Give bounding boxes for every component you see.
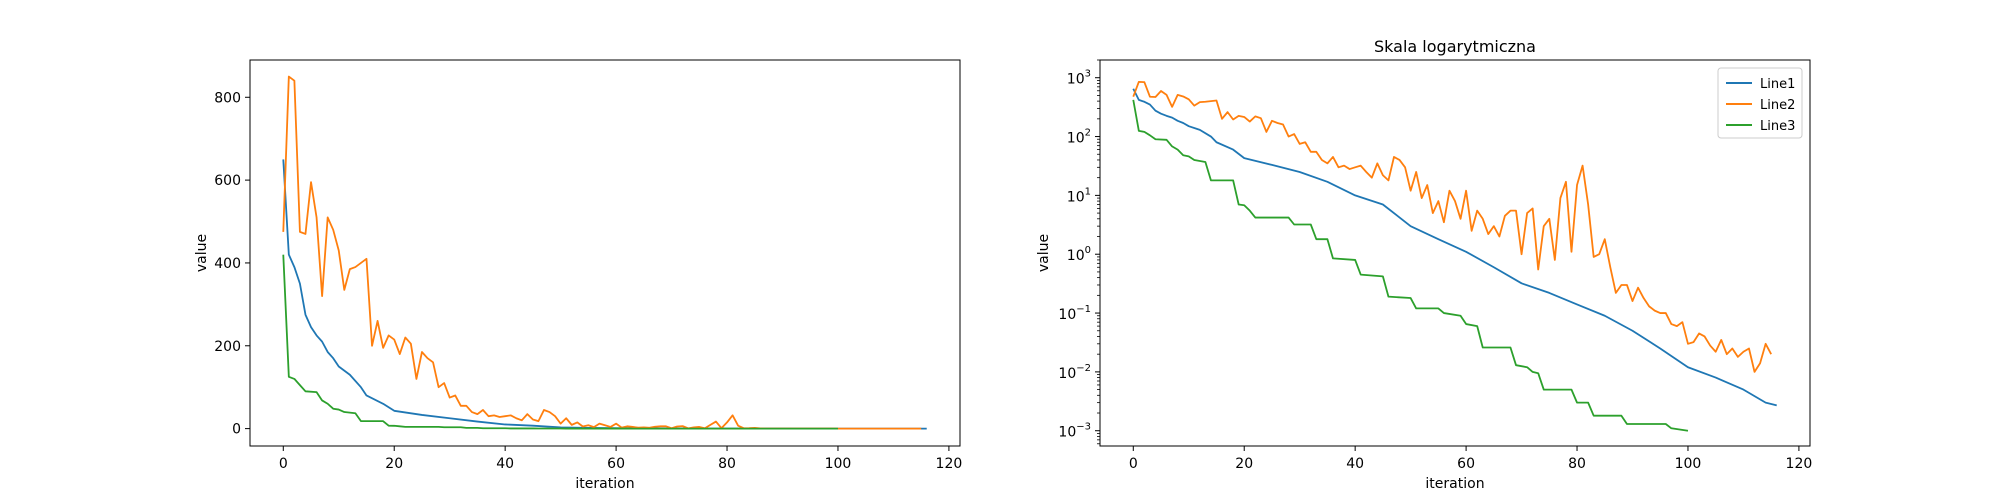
series-line-line3: [1132, 99, 1689, 432]
series-line-line2: [1132, 80, 1772, 373]
y-tick-label: 10−1: [1058, 304, 1091, 323]
x-tick-label: 80: [718, 456, 736, 472]
x-tick-label: 40: [496, 456, 514, 472]
y-tick-label: 10−3: [1058, 422, 1091, 441]
x-tick-label: 20: [1235, 456, 1253, 472]
legend-label-line1: Line1: [1760, 77, 1795, 92]
y-tick-label: 103: [1067, 69, 1091, 88]
y-tick-label: 101: [1067, 186, 1091, 205]
legend-frame: [1717, 67, 1803, 139]
y-tick-label: 0: [232, 422, 241, 438]
x-tick-label: 120: [1786, 456, 1813, 472]
x-tick-label: 100: [825, 456, 852, 472]
series-line-line3: [282, 254, 838, 430]
y-tick-label: 600: [214, 173, 241, 189]
y-tick-label: 100: [1067, 245, 1091, 264]
log-series-group: [1132, 80, 1777, 432]
x-tick-label: 40: [1346, 456, 1364, 472]
log-y-axis-label: value: [1036, 234, 1052, 272]
x-tick-label: 60: [1457, 456, 1475, 472]
log-x-axis-label: iteration: [1425, 476, 1484, 492]
linear-series-group: [282, 75, 927, 430]
linear-x-axis-label: iteration: [575, 476, 634, 492]
y-tick-label: 200: [214, 339, 241, 355]
log-chart-title: Skala logarytmiczna: [1374, 37, 1536, 56]
y-tick-label: 800: [214, 90, 241, 106]
x-tick-label: 120: [936, 456, 963, 472]
linear-axes-frame: [249, 59, 961, 447]
x-tick-label: 100: [1675, 456, 1702, 472]
log-axes-frame: [1099, 59, 1811, 447]
log-y-ticks: 10−3 10−2 10−1 100 101 102 103: [1058, 59, 1100, 445]
x-tick-label: 60: [607, 456, 625, 472]
y-tick-label: 10−2: [1058, 363, 1091, 382]
legend-label-line2: Line2: [1760, 98, 1795, 113]
x-tick-label: 0: [279, 456, 288, 472]
series-line-line1: [1132, 88, 1777, 407]
y-tick-label: 102: [1067, 128, 1091, 147]
linear-y-ticks: 0 200 400 600 800: [214, 90, 250, 438]
x-tick-label: 20: [385, 456, 403, 472]
x-tick-label: 0: [1129, 456, 1138, 472]
log-panel: Skala logarytmiczna 0 20 40 60 80 100 120 10−3…: [1036, 37, 1812, 492]
y-tick-label: 400: [214, 256, 241, 272]
legend: Line1 Line2 Line3: [1717, 67, 1803, 139]
log-x-ticks: 0 20 40 60 80 100 120: [1129, 446, 1812, 472]
x-tick-label: 80: [1568, 456, 1586, 472]
linear-y-axis-label: value: [194, 234, 210, 272]
linear-x-ticks: 0 20 40 60 80 100 120: [279, 446, 962, 472]
legend-label-line3: Line3: [1760, 119, 1795, 134]
